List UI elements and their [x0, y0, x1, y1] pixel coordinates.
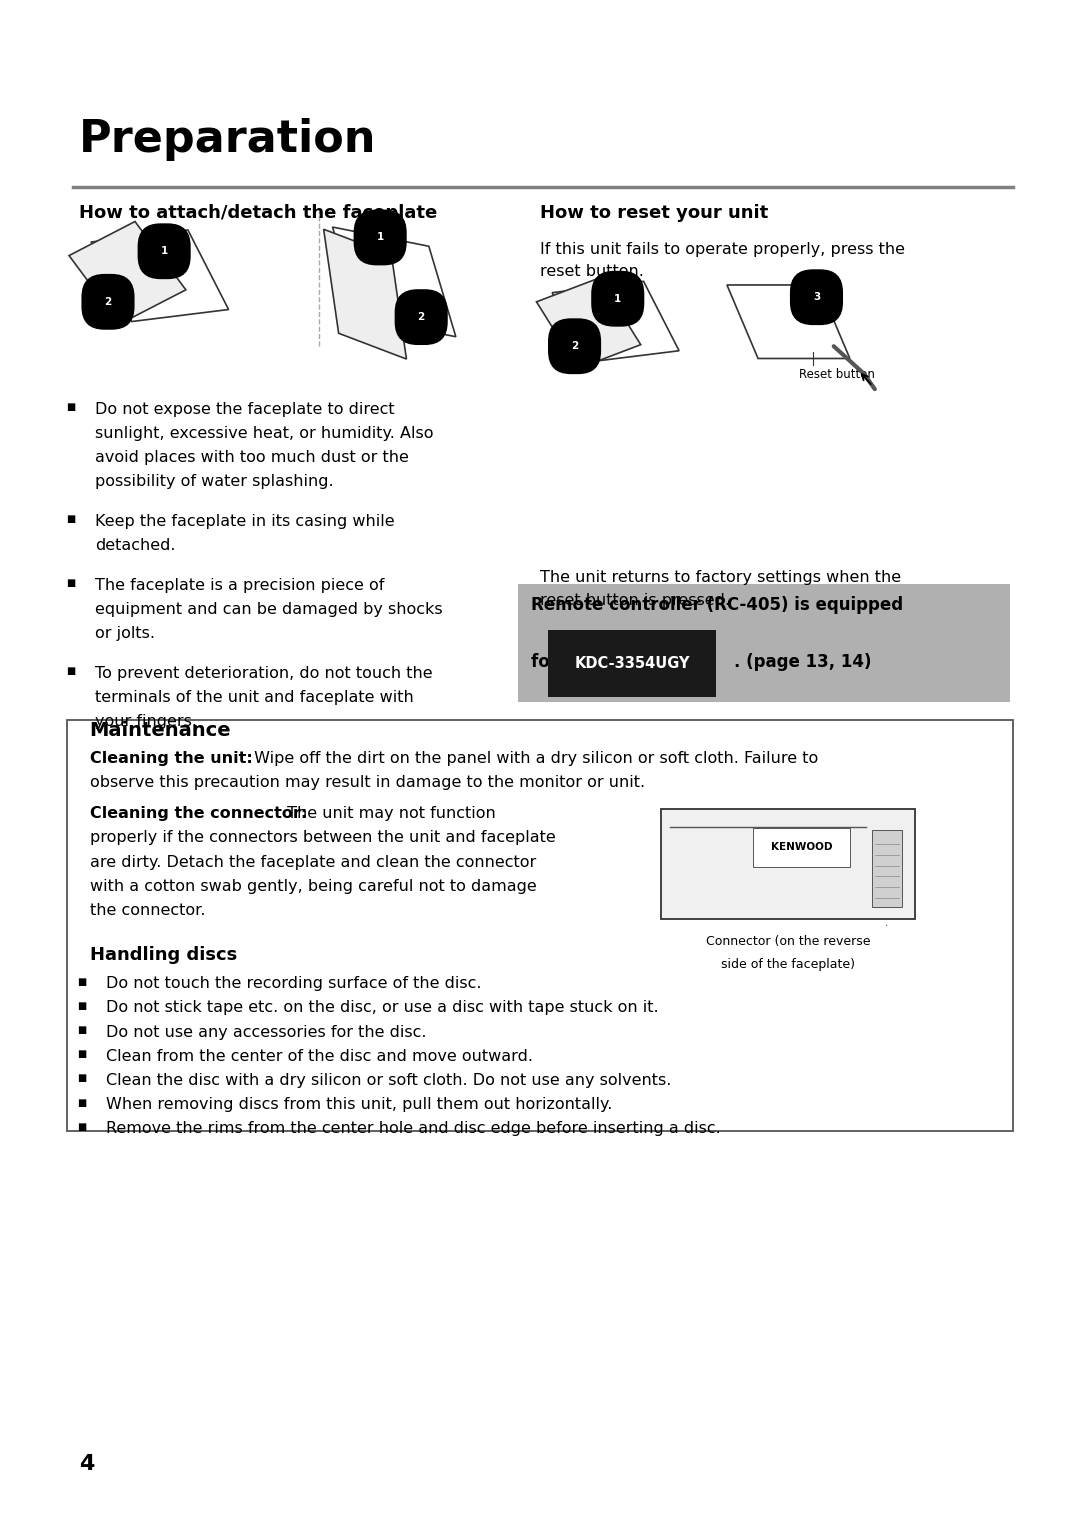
Text: ■: ■	[77, 1121, 86, 1132]
Text: ■: ■	[77, 1074, 86, 1083]
Text: avoid places with too much dust or the: avoid places with too much dust or the	[95, 450, 409, 466]
Bar	[661, 809, 915, 919]
Text: ■: ■	[66, 515, 76, 524]
Text: KENWOOD: KENWOOD	[771, 843, 832, 852]
Polygon shape	[552, 282, 679, 362]
Bar	[753, 827, 850, 867]
Bar	[518, 584, 1010, 702]
Text: . (page 13, 14): . (page 13, 14)	[734, 653, 872, 671]
Text: Handling discs: Handling discs	[90, 945, 237, 964]
Text: Cleaning the unit:: Cleaning the unit:	[90, 751, 253, 766]
Text: 2: 2	[105, 297, 111, 306]
Text: Do not touch the recording surface of the disc.: Do not touch the recording surface of th…	[106, 976, 482, 991]
Text: reset button is pressed.: reset button is pressed.	[540, 593, 730, 608]
Polygon shape	[69, 222, 186, 323]
Text: If this unit fails to operate properly, press the: If this unit fails to operate properly, …	[540, 242, 905, 257]
Text: equipment and can be damaged by shocks: equipment and can be damaged by shocks	[95, 602, 443, 617]
Text: 1: 1	[161, 247, 167, 256]
Text: ■: ■	[66, 666, 76, 676]
Text: 2: 2	[571, 342, 578, 351]
Text: The unit may not function: The unit may not function	[282, 806, 496, 821]
Text: Clean from the center of the disc and move outward.: Clean from the center of the disc and mo…	[106, 1049, 532, 1063]
Text: Remove the rims from the center hole and disc edge before inserting a disc.: Remove the rims from the center hole and…	[106, 1121, 720, 1137]
Polygon shape	[727, 285, 850, 358]
Polygon shape	[91, 230, 229, 322]
Text: for: for	[531, 653, 564, 671]
Text: possibility of water splashing.: possibility of water splashing.	[95, 475, 334, 489]
Text: When removing discs from this unit, pull them out horizontally.: When removing discs from this unit, pull…	[106, 1097, 612, 1112]
Text: the connector.: the connector.	[90, 902, 205, 918]
Text: side of the faceplate): side of the faceplate)	[720, 958, 855, 970]
Text: terminals of the unit and faceplate with: terminals of the unit and faceplate with	[95, 689, 414, 705]
Bar	[67, 720, 1013, 1131]
Text: ■: ■	[66, 578, 76, 588]
Text: Reset button: Reset button	[799, 368, 875, 380]
Text: with a cotton swab gently, being careful not to damage: with a cotton swab gently, being careful…	[90, 879, 537, 893]
Text: KDC-3354UGY: KDC-3354UGY	[575, 656, 690, 671]
Text: The unit returns to factory settings when the: The unit returns to factory settings whe…	[540, 570, 901, 585]
Text: 2: 2	[418, 313, 424, 322]
Text: Do not expose the faceplate to direct: Do not expose the faceplate to direct	[95, 401, 394, 417]
Text: properly if the connectors between the unit and faceplate: properly if the connectors between the u…	[90, 830, 555, 846]
Text: Maintenance: Maintenance	[90, 722, 231, 740]
Text: To prevent deterioration, do not touch the: To prevent deterioration, do not touch t…	[95, 665, 433, 680]
Text: sunlight, excessive heat, or humidity. Also: sunlight, excessive heat, or humidity. A…	[95, 426, 433, 441]
Text: ■: ■	[77, 1000, 86, 1011]
Text: 1: 1	[377, 233, 383, 242]
Polygon shape	[333, 227, 456, 337]
Bar	[872, 830, 902, 907]
Polygon shape	[537, 277, 640, 369]
Text: ■: ■	[77, 1025, 86, 1036]
Text: reset button.: reset button.	[540, 264, 644, 279]
Text: are dirty. Detach the faceplate and clean the connector: are dirty. Detach the faceplate and clea…	[90, 855, 536, 870]
Text: How to reset your unit: How to reset your unit	[540, 204, 768, 222]
Text: detached.: detached.	[95, 538, 176, 553]
Text: or jolts.: or jolts.	[95, 627, 156, 640]
Text: Do not use any accessories for the disc.: Do not use any accessories for the disc.	[106, 1025, 427, 1040]
Text: The faceplate is a precision piece of: The faceplate is a precision piece of	[95, 578, 384, 593]
Text: How to attach/detach the faceplate: How to attach/detach the faceplate	[79, 204, 437, 222]
Text: observe this precaution may result in damage to the monitor or unit.: observe this precaution may result in da…	[90, 775, 645, 791]
Text: Keep the faceplate in its casing while: Keep the faceplate in its casing while	[95, 513, 394, 529]
Text: 1: 1	[615, 294, 621, 303]
Text: Wipe off the dirt on the panel with a dry silicon or soft cloth. Failure to: Wipe off the dirt on the panel with a dr…	[249, 751, 819, 766]
Text: Connector (on the reverse: Connector (on the reverse	[705, 935, 870, 947]
Text: Clean the disc with a dry silicon or soft cloth. Do not use any solvents.: Clean the disc with a dry silicon or sof…	[106, 1072, 671, 1088]
Text: ■: ■	[77, 1097, 86, 1108]
Text: your fingers.: your fingers.	[95, 714, 197, 729]
Text: Cleaning the connector:: Cleaning the connector:	[90, 806, 307, 821]
Text: Do not stick tape etc. on the disc, or use a disc with tape stuck on it.: Do not stick tape etc. on the disc, or u…	[106, 1000, 659, 1016]
Text: 3: 3	[813, 293, 820, 302]
Text: 4: 4	[79, 1454, 94, 1474]
Text: ■: ■	[66, 401, 76, 412]
Polygon shape	[324, 230, 406, 358]
Text: Remote controller (RC-405) is equipped: Remote controller (RC-405) is equipped	[531, 596, 904, 614]
Text: Preparation: Preparation	[79, 118, 376, 161]
Text: ■: ■	[77, 1049, 86, 1059]
Text: ■: ■	[77, 976, 86, 987]
